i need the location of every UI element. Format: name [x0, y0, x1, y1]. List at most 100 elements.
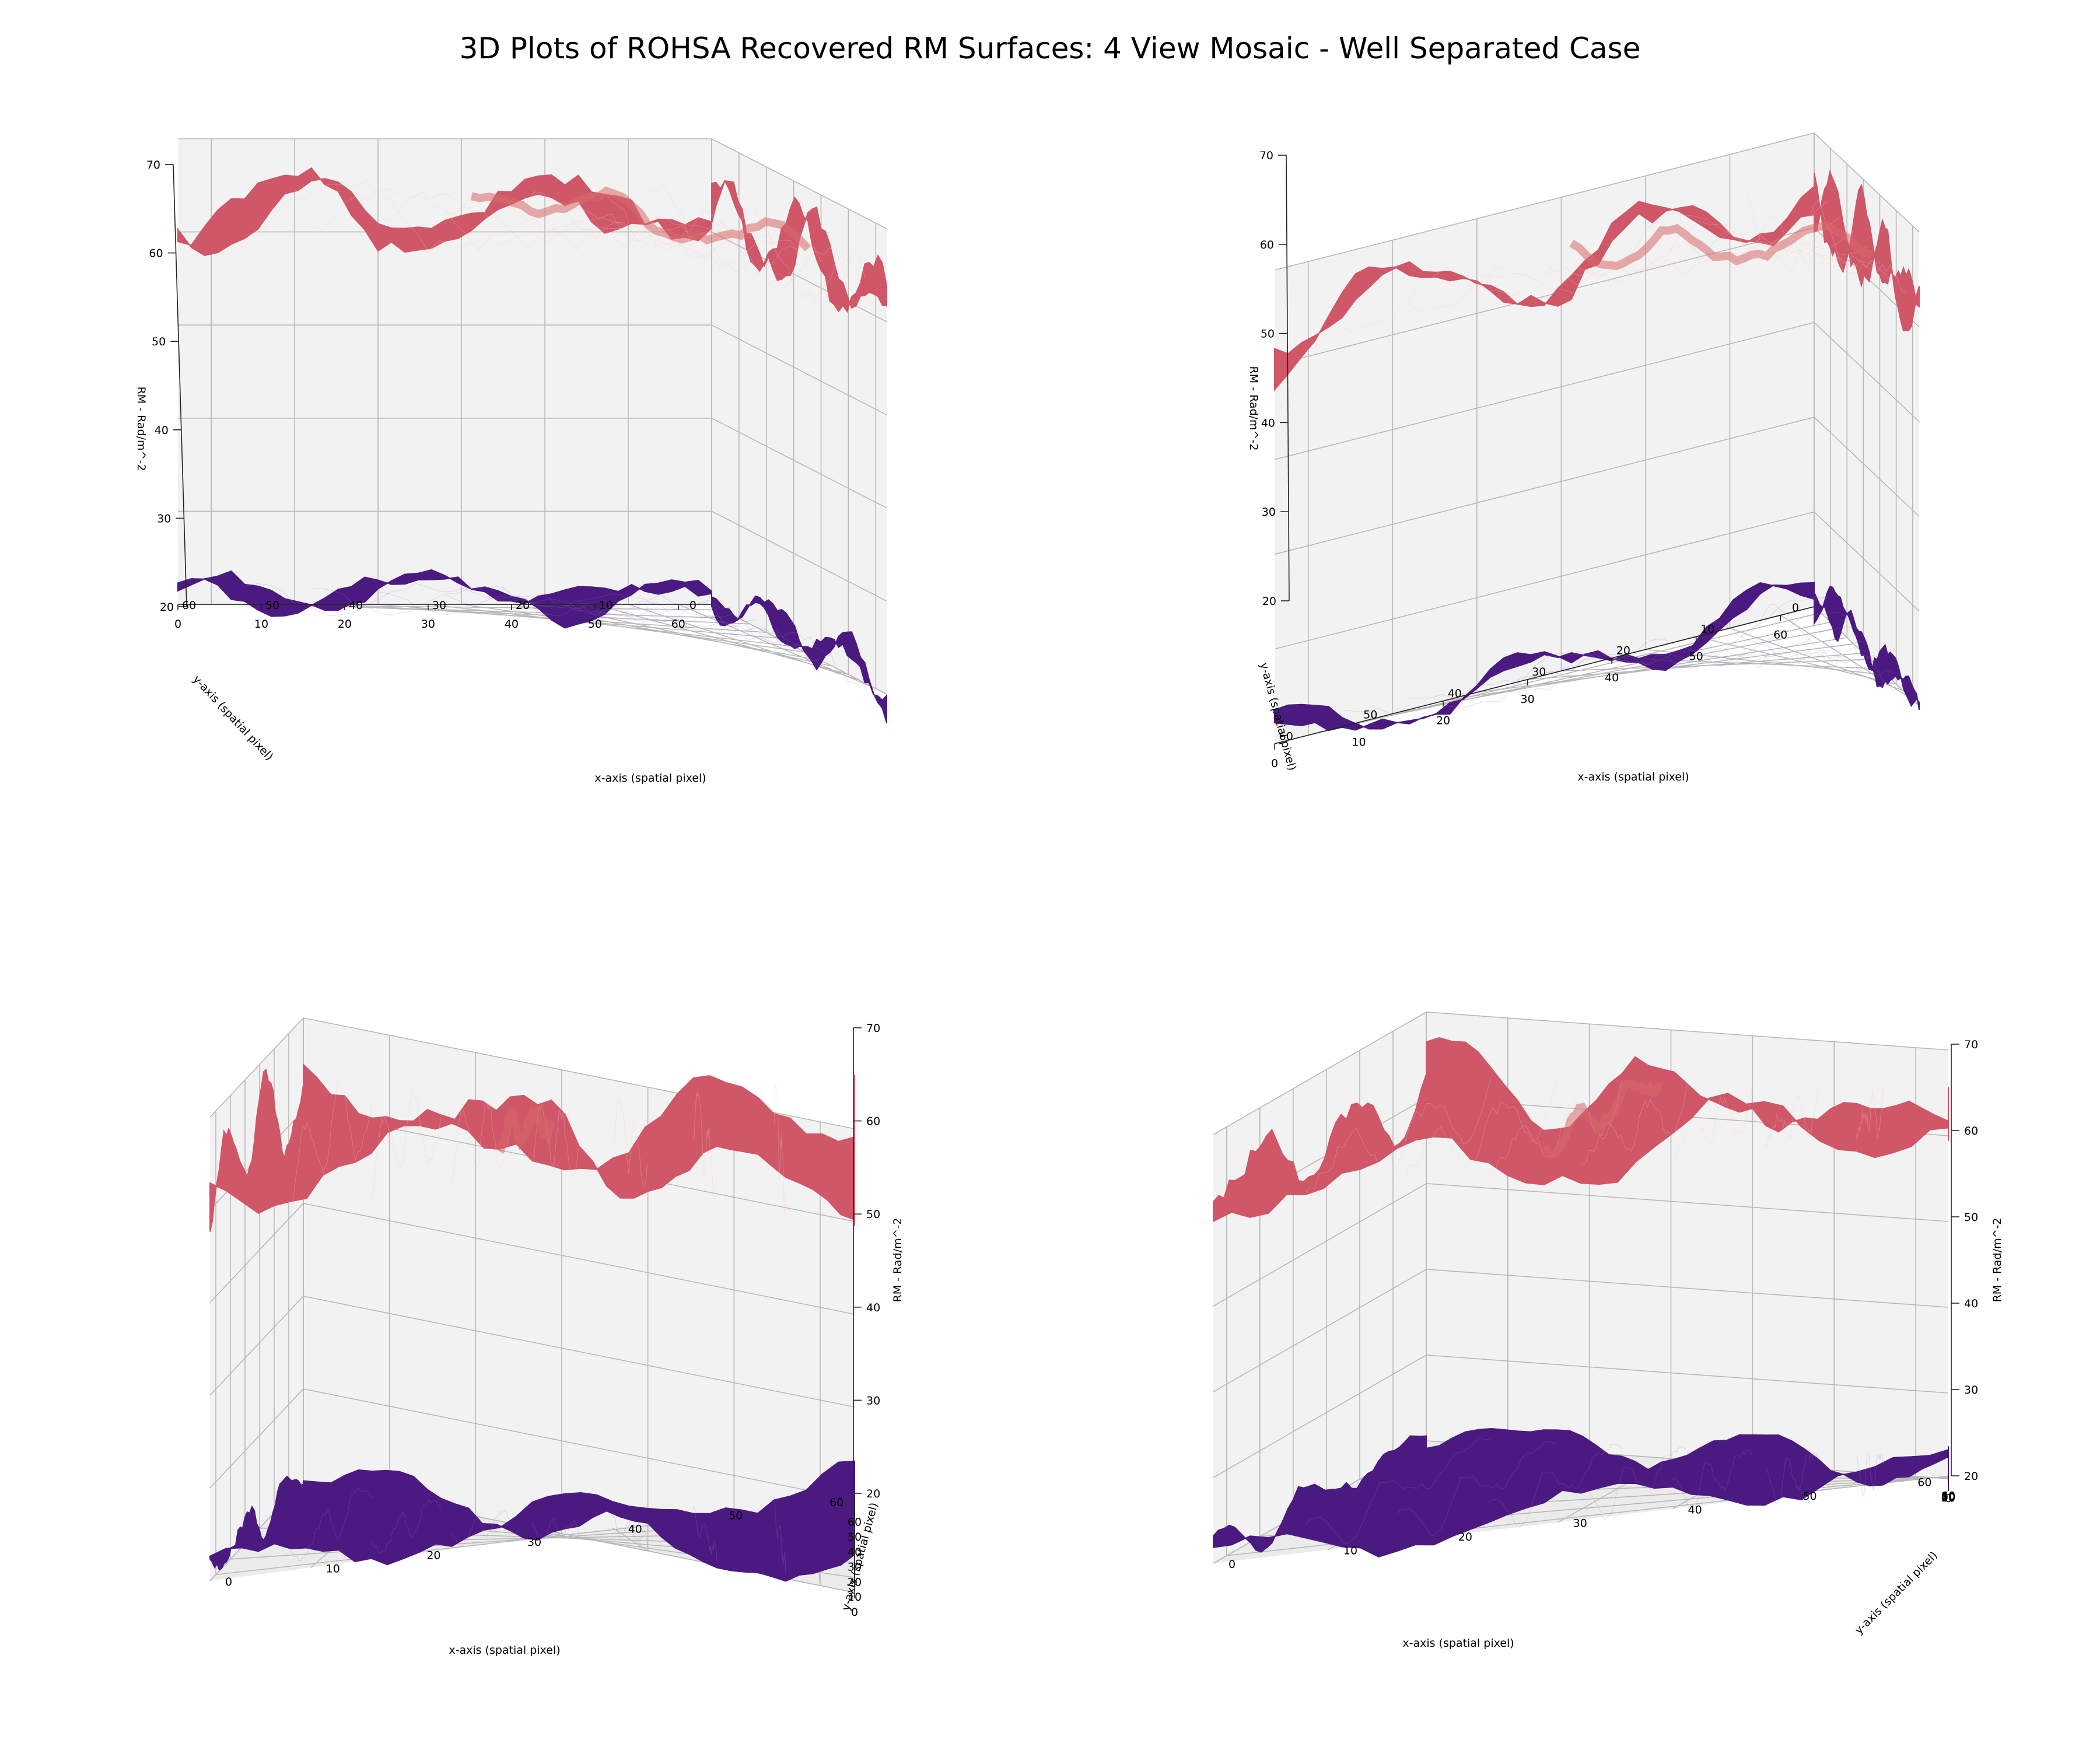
upper-rm-surface-mesh: [578, 187, 844, 290]
y-tick-label: 20: [516, 599, 530, 612]
z-tick-label: 20: [1964, 1470, 1978, 1483]
x-tick-label: 30: [1521, 693, 1535, 706]
y-tick-label: 30: [527, 1536, 541, 1549]
z-tick-label: 50: [1261, 328, 1275, 341]
y-tick-label: 60: [1917, 1476, 1931, 1489]
y-floor-gridline: [1308, 612, 1821, 736]
x-axis-label: x-axis (spatial pixel): [449, 1644, 560, 1657]
lower-rm-surface: [1213, 1427, 1949, 1558]
y-floor-gridline: [628, 604, 860, 681]
back-pane-b: [303, 1018, 855, 1592]
lower-rm-surface: [209, 1460, 855, 1587]
y-floor-gridline: [612, 1527, 649, 1552]
lower-rm-surface-mesh: [370, 1499, 442, 1554]
z-tick-label: 70: [866, 1022, 880, 1035]
x-tick-label: 30: [848, 1561, 862, 1574]
y-tick-label: 0: [690, 599, 696, 612]
x-tick-label: 60: [848, 1516, 862, 1528]
lower-rm-surface-mesh: [1396, 1441, 1558, 1537]
z-tick-label: 40: [866, 1301, 880, 1314]
y-tick-label: 60: [182, 599, 196, 612]
x-tick-label: 40: [1941, 1490, 1955, 1503]
z-axis-label: RM - Rad/m^-2: [891, 1218, 904, 1303]
upper-rm-surface-mesh: [1544, 239, 1867, 285]
lower-rm-surface-group: [1213, 1427, 1949, 1558]
z-axis-label: RM - Rad/m^-2: [135, 387, 148, 471]
y-tick-label: 50: [1803, 1490, 1817, 1503]
y-tick-label: 30: [1573, 1517, 1587, 1530]
z-axis-label: RM - Rad/m^-2: [1991, 1218, 2004, 1303]
y-tick-label: 60: [1279, 730, 1293, 743]
x-tick-label: 20: [848, 1576, 862, 1588]
z-axis-label: RM - Rad/m^-2: [1247, 366, 1260, 451]
lower-rm-surface-mesh: [1746, 604, 1906, 691]
y-tick-label: 20: [1458, 1531, 1472, 1544]
upper-rm-surface-mesh: [1305, 1076, 1492, 1193]
upper-rm-surface: [1274, 169, 1920, 391]
upper-rm-surface-group: [1274, 169, 1920, 391]
upper-rm-surface-mesh: [774, 1084, 786, 1213]
y-tick-label: 40: [349, 599, 363, 612]
lower-rm-surface-mesh: [1611, 638, 1880, 668]
lower-rm-surface-mesh: [1544, 640, 1867, 674]
y-floor-gridline: [1392, 628, 1838, 715]
x-floor-gridline: [1359, 621, 1831, 723]
y-tick-label: 40: [1688, 1503, 1702, 1516]
upper-rm-surface-mesh: [612, 1098, 649, 1189]
z-tick-label: 60: [1964, 1125, 1978, 1138]
upper-rm-surface-mesh: [377, 194, 778, 258]
x-tick-label: 30: [421, 618, 435, 631]
x-tick-label: 40: [1605, 671, 1619, 684]
y-floor-gridline: [1902, 1476, 1916, 1482]
z-tick-label: 30: [1262, 506, 1276, 519]
y-floor-gridline: [1561, 659, 1870, 671]
upper-rm-surface-mesh: [1856, 1088, 1884, 1141]
z-tick-label: 60: [149, 247, 163, 260]
upper-rm-surface-group: [177, 167, 887, 313]
x-tick-label: 50: [1941, 1490, 1955, 1503]
y-floor-gridline: [1730, 627, 1903, 691]
z-tick-label: 40: [155, 424, 169, 437]
lower-rm-surface-mesh: [311, 588, 756, 622]
y-tick-label: 0: [1792, 601, 1799, 614]
x-axis-label: x-axis (spatial pixel): [594, 772, 706, 785]
y-tick-label: 50: [265, 599, 279, 612]
lower-rm-surface-mesh: [1305, 1438, 1492, 1545]
y-tick-label: 0: [225, 1576, 232, 1588]
x-tick-label: 20: [338, 618, 352, 631]
y-tick-label: 40: [1448, 687, 1462, 700]
lower-rm-surface-mesh: [774, 1496, 786, 1574]
lower-rm-surface-group: [1274, 582, 1920, 732]
z-axis-line: [1286, 155, 1290, 601]
x-tick-label: 50: [588, 618, 602, 631]
lower-rm-surface-mesh: [244, 583, 734, 617]
lower-rm-surface-mesh: [1764, 1451, 1818, 1506]
figure-title: 3D Plots of ROHSA Recovered RM Surfaces:…: [460, 32, 1641, 65]
lower-rm-surface-mesh: [693, 1505, 718, 1562]
upper-surface-highlight: [1569, 220, 1873, 271]
upper-rm-surface-mesh: [1679, 214, 1894, 279]
x-tick-label: 40: [848, 1546, 862, 1559]
back-pane-a: [712, 139, 887, 694]
y-tick-label: 50: [1363, 709, 1377, 722]
lower-rm-surface-group: [209, 1460, 855, 1587]
x-tick-label: 0: [851, 1606, 858, 1619]
x-tick-label: 20: [1941, 1491, 1955, 1504]
upper-surface-highlight: [470, 186, 811, 251]
x-tick-label: 60: [1773, 629, 1787, 642]
y-tick-label: 10: [326, 1562, 340, 1575]
upper-rm-surface-group: [1213, 1037, 1949, 1223]
x-tick-label: 0: [1945, 1492, 1952, 1505]
lower-rm-surface-mesh: [1580, 1446, 1688, 1521]
upper-rm-surface-mesh: [1396, 1078, 1558, 1184]
y-tick-label: 50: [729, 1510, 743, 1522]
upper-rm-surface-mesh: [290, 1080, 373, 1217]
x-tick-label: 10: [254, 618, 268, 631]
z-tick-label: 20: [1262, 595, 1276, 608]
lower-rm-surface-mesh: [444, 594, 800, 649]
x-tick-label: 0: [1271, 757, 1278, 770]
lower-rm-surface-mesh: [290, 1487, 373, 1562]
back-pane-b: [178, 139, 712, 604]
upper-rm-surface-mesh: [1580, 1082, 1688, 1165]
